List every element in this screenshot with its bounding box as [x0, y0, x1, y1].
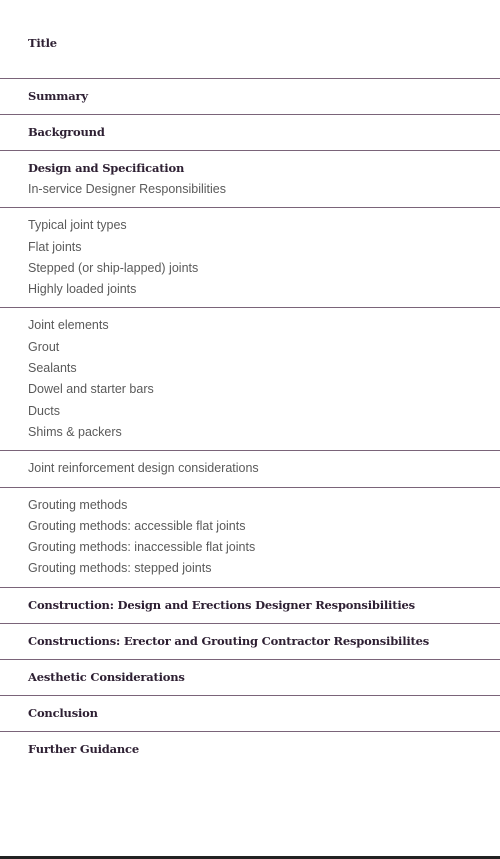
toc-link-in-service-designer-responsibilities[interactable]: In-service Designer Responsibilities	[28, 182, 226, 196]
toc-link-shims-packers[interactable]: Shims & packers	[28, 424, 122, 439]
table-of-contents: Title Summary Background Design and Spec…	[0, 0, 500, 767]
toc-link-summary[interactable]: Summary	[28, 89, 88, 103]
toc-section-background: Background	[0, 115, 500, 151]
toc-section-summary: Summary	[0, 79, 500, 115]
toc-section-aesthetic: Aesthetic Considerations	[0, 660, 500, 696]
toc-section-grouting: Grouting methods Grouting methods: acces…	[0, 488, 500, 588]
toc-link-grouting-methods[interactable]: Grouting methods	[28, 497, 128, 512]
toc-link-title[interactable]: Title	[28, 36, 57, 50]
toc-link-grouting-accessible-flat[interactable]: Grouting methods: accessible flat joints	[28, 518, 246, 533]
toc-link-joint-elements[interactable]: Joint elements	[28, 318, 109, 333]
toc-section-construction-erector: Constructions: Erector and Grouting Cont…	[0, 624, 500, 660]
toc-link-conclusion[interactable]: Conclusion	[28, 705, 98, 720]
toc-link-grout[interactable]: Grout	[28, 339, 60, 354]
toc-link-design-and-specification[interactable]: Design and Specification	[28, 161, 185, 175]
toc-section-joint-elements: Joint elements Grout Sealants Dowel and …	[0, 308, 500, 452]
toc-link-grouting-stepped[interactable]: Grouting methods: stepped joints	[28, 561, 212, 576]
toc-link-typical-joint-types[interactable]: Typical joint types	[28, 218, 127, 233]
toc-link-stepped-joints[interactable]: Stepped (or ship-lapped) joints	[28, 260, 199, 275]
toc-link-highly-loaded-joints[interactable]: Highly loaded joints	[28, 282, 137, 297]
toc-link-flat-joints[interactable]: Flat joints	[28, 239, 82, 254]
toc-section-joint-types: Typical joint types Flat joints Stepped …	[0, 208, 500, 309]
toc-link-construction-design[interactable]: Construction: Design and Erections Desig…	[28, 597, 415, 612]
toc-section-construction-design: Construction: Design and Erections Desig…	[0, 588, 500, 624]
toc-section-design: Design and Specification In-service Desi…	[0, 151, 500, 209]
toc-link-ducts[interactable]: Ducts	[28, 403, 60, 418]
toc-link-dowel-and-starter-bars[interactable]: Dowel and starter bars	[28, 382, 154, 397]
toc-link-joint-reinforcement[interactable]: Joint reinforcement design consideration…	[28, 461, 259, 476]
toc-section-title: Title	[0, 0, 500, 79]
toc-link-further-guidance[interactable]: Further Guidance	[28, 741, 139, 756]
toc-section-further-guidance: Further Guidance	[0, 732, 500, 767]
toc-link-aesthetic-considerations[interactable]: Aesthetic Considerations	[28, 669, 185, 684]
toc-section-reinforcement: Joint reinforcement design consideration…	[0, 451, 500, 488]
toc-link-grouting-inaccessible-flat[interactable]: Grouting methods: inaccessible flat join…	[28, 540, 256, 555]
bottom-divider	[0, 856, 500, 859]
toc-section-conclusion: Conclusion	[0, 696, 500, 732]
toc-link-sealants[interactable]: Sealants	[28, 361, 77, 376]
toc-link-background[interactable]: Background	[28, 125, 105, 139]
toc-link-construction-erector[interactable]: Constructions: Erector and Grouting Cont…	[28, 633, 430, 648]
